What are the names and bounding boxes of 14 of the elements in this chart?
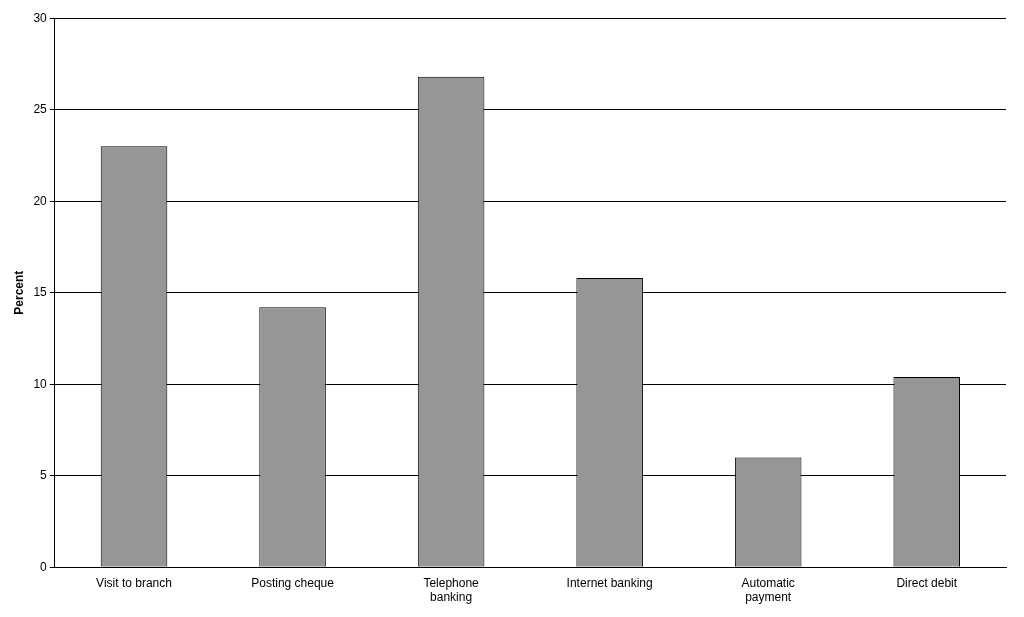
- y-tick-label: 10: [33, 376, 48, 391]
- y-tick-label: 15: [33, 285, 48, 300]
- x-tick-label: Automatic payment: [741, 575, 795, 605]
- y-tick-label: 30: [33, 10, 48, 25]
- y-tick-label: 0: [40, 559, 48, 574]
- x-tick-label: Internet banking: [566, 575, 653, 590]
- x-tick-label: Posting cheque: [251, 575, 335, 590]
- y-tick-label: 25: [33, 102, 48, 117]
- x-tick-label: Visit to branch: [96, 575, 172, 590]
- y-tick-label: 20: [33, 193, 48, 208]
- x-tick-label: Telephone banking: [423, 575, 480, 605]
- x-tick-label: Direct debit: [896, 575, 958, 590]
- y-tick-label: 5: [40, 468, 48, 483]
- y-axis-title: Percent: [11, 270, 26, 315]
